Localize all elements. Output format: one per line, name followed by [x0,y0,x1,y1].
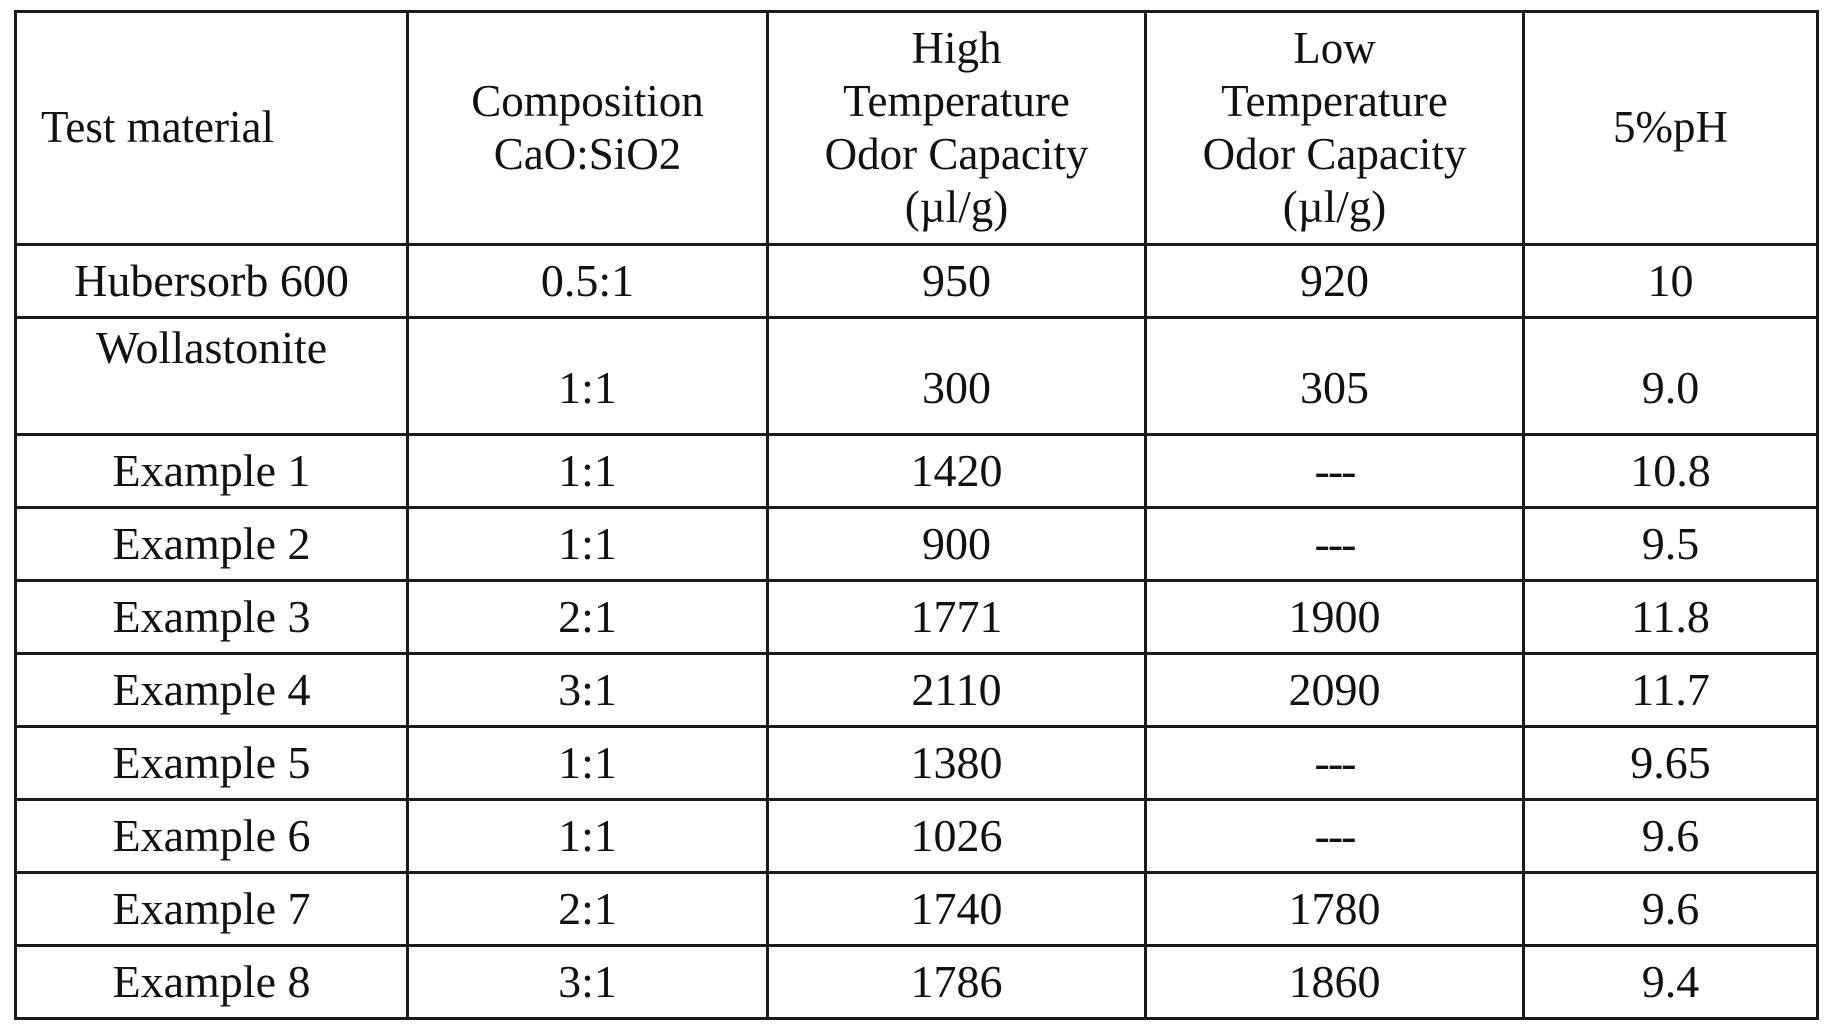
cell-high-temp: 2110 [768,654,1146,727]
cell-low-temp: 305 [1146,318,1524,435]
cell-test-material: Example 2 [16,508,408,581]
cell-composition: 1:1 [408,508,768,581]
header-low-temp-odor-capacity: Low Temperature Odor Capacity (µl/g) [1146,12,1524,245]
cell-low-temp: --- [1146,435,1524,508]
cell-high-temp: 1771 [768,581,1146,654]
cell-low-temp: 1860 [1146,946,1524,1019]
table-row: Example 5 1:1 1380 --- 9.65 [16,727,1818,800]
table-row: Example 6 1:1 1026 --- 9.6 [16,800,1818,873]
cell-low-temp: --- [1146,800,1524,873]
table-row: Example 1 1:1 1420 --- 10.8 [16,435,1818,508]
cell-composition: 1:1 [408,318,768,435]
cell-composition: 1:1 [408,800,768,873]
cell-test-material: Example 4 [16,654,408,727]
cell-high-temp: 950 [768,245,1146,318]
cell-ph: 11.8 [1524,581,1818,654]
table-row: Example 3 2:1 1771 1900 11.8 [16,581,1818,654]
table-row: Hubersorb 600 0.5:1 950 920 10 [16,245,1818,318]
table-header-row: Test material Composition CaO:SiO2 High … [16,12,1818,245]
cell-composition: 3:1 [408,946,768,1019]
cell-low-temp: --- [1146,508,1524,581]
cell-high-temp: 900 [768,508,1146,581]
cell-composition: 1:1 [408,435,768,508]
cell-test-material: Example 1 [16,435,408,508]
cell-ph: 9.0 [1524,318,1818,435]
header-composition: Composition CaO:SiO2 [408,12,768,245]
header-test-material: Test material [16,12,408,245]
cell-composition: 2:1 [408,873,768,946]
table-row: Wollastonite 1:1 300 305 9.0 [16,318,1818,435]
table-row: Example 4 3:1 2110 2090 11.7 [16,654,1818,727]
cell-ph: 10.8 [1524,435,1818,508]
table-row: Example 7 2:1 1740 1780 9.6 [16,873,1818,946]
cell-high-temp: 1380 [768,727,1146,800]
cell-high-temp: 1026 [768,800,1146,873]
cell-high-temp: 300 [768,318,1146,435]
cell-test-material: Example 3 [16,581,408,654]
odor-capacity-table: Test material Composition CaO:SiO2 High … [14,10,1819,1020]
cell-composition: 0.5:1 [408,245,768,318]
cell-composition: 3:1 [408,654,768,727]
cell-test-material: Wollastonite [16,318,408,435]
cell-test-material: Example 7 [16,873,408,946]
cell-ph: 9.6 [1524,873,1818,946]
cell-ph: 9.5 [1524,508,1818,581]
cell-ph: 9.6 [1524,800,1818,873]
cell-high-temp: 1740 [768,873,1146,946]
cell-ph: 11.7 [1524,654,1818,727]
cell-low-temp: 920 [1146,245,1524,318]
cell-test-material: Example 6 [16,800,408,873]
cell-low-temp: 1780 [1146,873,1524,946]
cell-low-temp: --- [1146,727,1524,800]
cell-high-temp: 1420 [768,435,1146,508]
odor-capacity-table-container: Test material Composition CaO:SiO2 High … [14,10,1819,1020]
header-ph: 5%pH [1524,12,1818,245]
header-high-temp-odor-capacity: High Temperature Odor Capacity (µl/g) [768,12,1146,245]
cell-test-material: Example 8 [16,946,408,1019]
cell-ph: 9.65 [1524,727,1818,800]
cell-test-material: Example 5 [16,727,408,800]
cell-high-temp: 1786 [768,946,1146,1019]
cell-low-temp: 2090 [1146,654,1524,727]
cell-composition: 1:1 [408,727,768,800]
cell-low-temp: 1900 [1146,581,1524,654]
cell-test-material: Hubersorb 600 [16,245,408,318]
cell-ph: 9.4 [1524,946,1818,1019]
table-row: Example 8 3:1 1786 1860 9.4 [16,946,1818,1019]
cell-composition: 2:1 [408,581,768,654]
table-row: Example 2 1:1 900 --- 9.5 [16,508,1818,581]
cell-ph: 10 [1524,245,1818,318]
